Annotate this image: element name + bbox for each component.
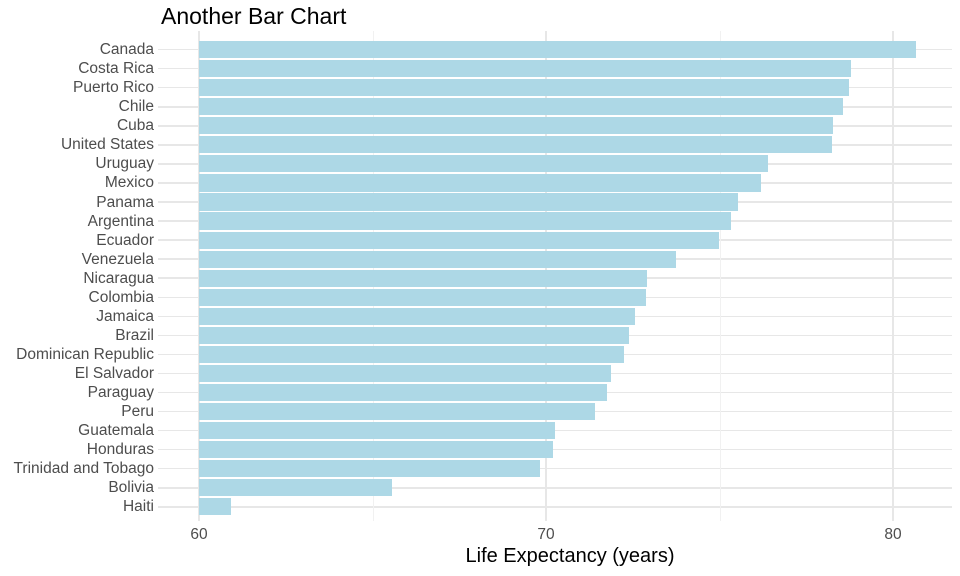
x-axis-title: Life Expectancy (years): [465, 545, 675, 567]
grid-line-vertical-major: [892, 31, 894, 521]
grid-line-horizontal: [158, 467, 952, 470]
category-label: Haiti: [122, 498, 154, 516]
grid-line-vertical-minor: [719, 31, 721, 521]
bar: [199, 250, 677, 268]
category-label: Trinidad and Tobago: [13, 460, 154, 478]
x-tick-label: 60: [190, 526, 208, 543]
plot-panel: [158, 31, 952, 521]
category-label: Puerto Rico: [73, 79, 154, 97]
bar: [199, 383, 607, 402]
category-label: Cuba: [116, 117, 154, 135]
bar: [199, 79, 850, 97]
bar: [199, 288, 647, 306]
category-label: Costa Rica: [78, 60, 154, 78]
grid-line-horizontal: [158, 506, 952, 508]
category-label: United States: [60, 136, 154, 154]
category-label: El Salvador: [74, 364, 154, 382]
bar: [199, 364, 612, 383]
bar: [199, 193, 739, 211]
grid-line-horizontal: [158, 429, 952, 432]
bar: [199, 326, 629, 344]
x-tick-label: 70: [537, 526, 555, 543]
bar: [199, 117, 834, 135]
category-label: Jamaica: [96, 307, 154, 325]
category-label: Chile: [118, 98, 154, 116]
bar: [199, 60, 851, 78]
bar: [199, 402, 596, 421]
category-label: Honduras: [86, 441, 154, 459]
category-label: Argentina: [87, 212, 154, 230]
bar: [199, 307, 636, 325]
bar: [199, 441, 553, 459]
category-label: Bolivia: [108, 479, 154, 497]
grid-line-horizontal: [158, 448, 952, 451]
category-label: Paraguay: [87, 384, 154, 401]
bar: [199, 174, 761, 192]
bar: [199, 98, 843, 116]
category-label: Brazil: [115, 326, 154, 344]
category-label: Uruguay: [95, 155, 154, 173]
category-label: Guatemala: [78, 422, 154, 440]
bar: [199, 231, 720, 249]
bar: [199, 41, 916, 59]
bar: [199, 498, 231, 516]
bar: [199, 460, 540, 478]
chart-title: Another Bar Chart: [161, 3, 347, 29]
category-label: Panama: [96, 193, 154, 211]
category-label: Peru: [121, 403, 154, 421]
bar: [199, 212, 731, 230]
category-label: Colombia: [88, 288, 154, 306]
bar: [199, 479, 392, 497]
category-label: Canada: [99, 41, 154, 59]
bar: [199, 422, 555, 440]
bar: [199, 345, 624, 363]
category-label: Dominican Republic: [16, 345, 154, 363]
x-tick-label: 80: [884, 526, 902, 543]
category-label: Venezuela: [81, 250, 154, 268]
category-label: Ecuador: [96, 231, 154, 249]
bar: [199, 269, 647, 287]
bar: [199, 155, 768, 173]
category-label: Nicaragua: [83, 269, 154, 287]
category-label: Mexico: [104, 174, 154, 192]
grid-line-horizontal: [158, 487, 952, 489]
bar: [199, 136, 832, 154]
